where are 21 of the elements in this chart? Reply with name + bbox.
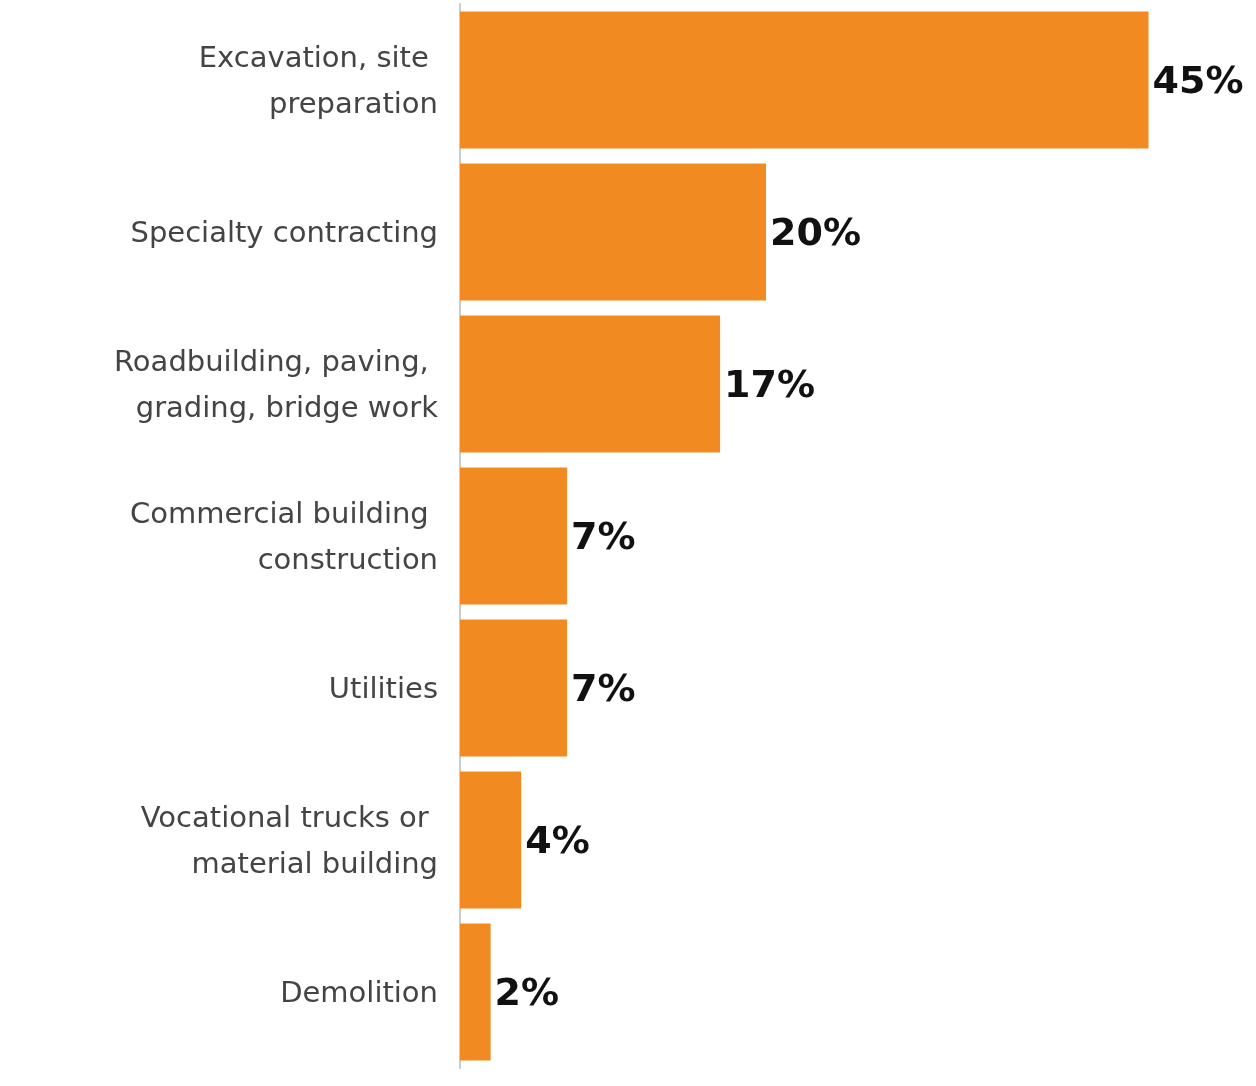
y-tick-label: Specialty contracting [130, 215, 438, 249]
data-label: 17% [724, 362, 816, 406]
y-tick-label: Utilities [328, 671, 438, 705]
bar [460, 467, 568, 605]
y-tick-label: Vocational trucks or material building [140, 800, 438, 880]
data-label: 2% [494, 970, 560, 1014]
bar [460, 163, 766, 301]
data-label: 7% [571, 666, 636, 710]
bar [460, 11, 1149, 149]
data-label: 45% [1152, 58, 1244, 102]
y-tick-label: Commercial building construction [129, 496, 438, 576]
y-tick-label: Roadbuilding, paving, grading, bridge work [114, 344, 439, 424]
bar [460, 771, 522, 909]
y-tick-label: Excavation, site preparation [198, 40, 438, 120]
data-label: 7% [571, 514, 636, 558]
y-tick-label: Demolition [280, 975, 438, 1009]
data-label: 4% [525, 818, 590, 862]
bar [460, 923, 491, 1061]
data-label: 20% [770, 210, 861, 254]
bar [460, 315, 721, 453]
bar [460, 619, 568, 757]
